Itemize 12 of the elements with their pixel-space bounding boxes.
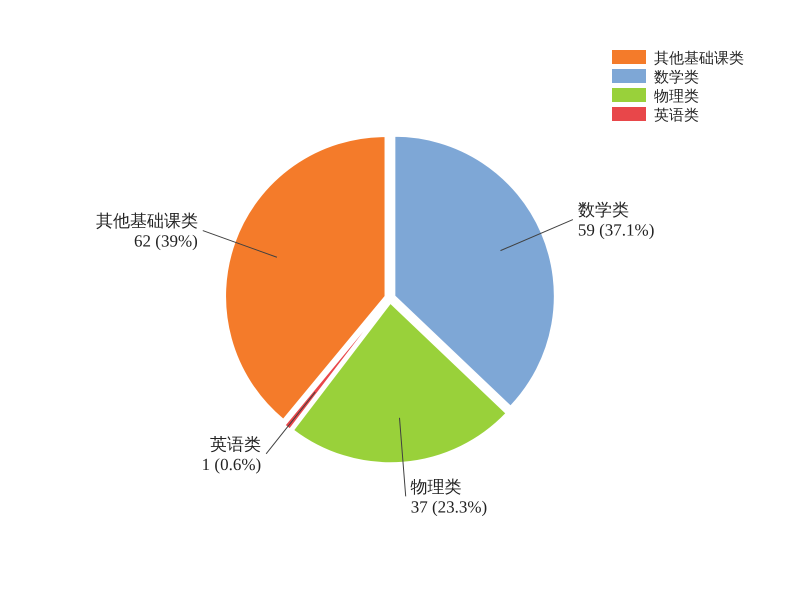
legend-label: 物理类: [654, 88, 699, 105]
slice-label: 数学类: [578, 200, 629, 220]
data-label: 59 (37.1%): [578, 220, 654, 240]
data-label: 62 (39%): [134, 232, 198, 251]
legend-label: 英语类: [654, 107, 699, 124]
slice-label: 其他基础课类: [96, 212, 198, 231]
data-label: 37 (23.3%): [410, 497, 488, 516]
legend-label: 数学类: [654, 69, 699, 86]
data-label: 1 (0.6%): [202, 454, 262, 474]
legend-label: 其他基础课类: [654, 50, 744, 67]
slice-label: 物理类: [410, 477, 462, 496]
slice-label: 英语类: [210, 434, 262, 454]
